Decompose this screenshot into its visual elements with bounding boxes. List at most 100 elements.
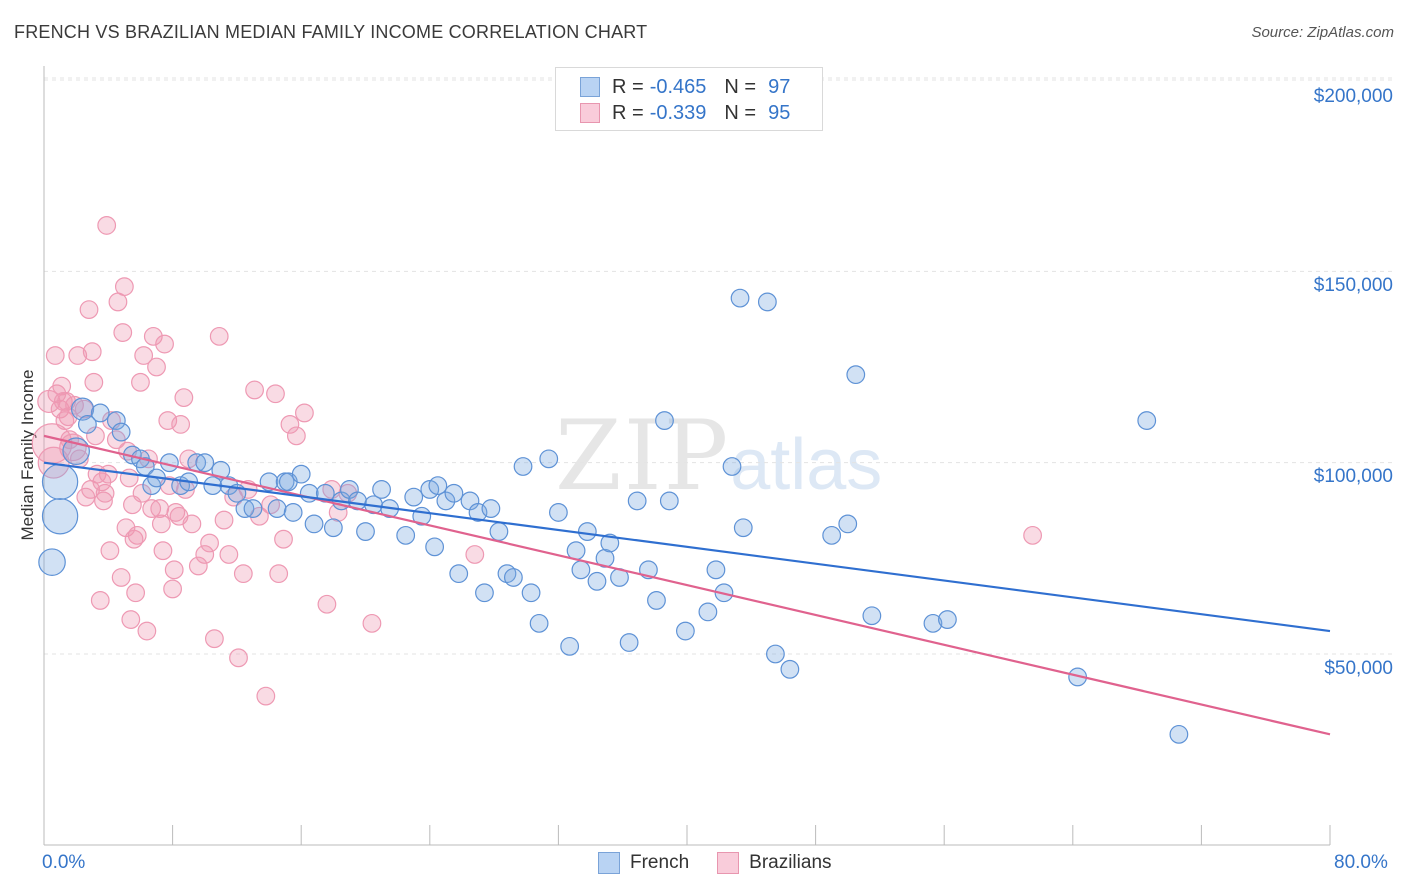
data-point xyxy=(846,365,866,385)
data-point xyxy=(733,518,753,538)
brazilian-trend-line xyxy=(43,434,1331,736)
data-point xyxy=(323,518,343,538)
data-point xyxy=(153,541,173,561)
data-point xyxy=(79,300,99,320)
data-point xyxy=(131,372,150,392)
data-point xyxy=(304,514,324,534)
stats-row-brazilians: R = -0.339 N = 95 xyxy=(580,101,790,125)
data-point xyxy=(214,510,234,530)
data-point xyxy=(286,426,306,446)
data-point xyxy=(121,610,141,629)
data-point xyxy=(111,422,131,442)
data-point xyxy=(229,648,248,668)
data-point xyxy=(475,583,494,603)
data-point xyxy=(659,491,679,511)
y-tick-label: $200,000 xyxy=(1313,86,1393,107)
x-tick-label-min: 0.0% xyxy=(42,852,86,873)
data-point xyxy=(269,564,289,584)
data-point xyxy=(92,472,112,492)
data-point xyxy=(722,457,742,476)
data-point xyxy=(362,613,382,633)
data-point xyxy=(822,525,842,545)
data-point xyxy=(647,591,666,610)
data-point xyxy=(52,376,72,396)
r-value: -0.465 xyxy=(649,75,707,98)
data-point xyxy=(182,514,202,534)
data-point xyxy=(142,499,162,518)
data-point xyxy=(444,483,464,503)
data-point xyxy=(155,334,174,354)
data-point xyxy=(95,483,115,503)
data-point xyxy=(267,499,287,518)
data-point xyxy=(521,583,541,603)
data-point xyxy=(627,491,647,511)
data-point xyxy=(274,529,293,549)
y-tick-label: $150,000 xyxy=(1313,275,1393,296)
data-point xyxy=(204,629,224,649)
data-point xyxy=(404,487,424,507)
data-point xyxy=(503,568,523,587)
data-point xyxy=(481,499,501,518)
data-point xyxy=(68,346,88,365)
data-point xyxy=(143,326,163,346)
y-tick-label: $50,000 xyxy=(1324,658,1393,679)
french-swatch xyxy=(598,852,620,874)
r-label: R = xyxy=(612,101,644,124)
data-point xyxy=(90,591,110,610)
data-point xyxy=(147,357,166,377)
brazilian-swatch xyxy=(717,852,740,874)
data-point xyxy=(730,288,750,308)
data-point xyxy=(137,621,157,641)
data-point xyxy=(38,548,66,576)
data-point xyxy=(195,453,215,473)
data-point xyxy=(356,522,375,541)
brazilian-swatch xyxy=(580,103,600,123)
data-point xyxy=(111,568,131,587)
data-point xyxy=(280,415,300,434)
r-value: -0.339 xyxy=(649,101,707,124)
data-point xyxy=(372,480,391,499)
data-point xyxy=(923,613,943,633)
n-value: 97 xyxy=(768,75,791,98)
data-point xyxy=(256,686,276,706)
stats-legend: R = -0.465 N = 97 R = -0.339 N = 95 xyxy=(555,67,823,131)
data-point xyxy=(45,346,65,365)
data-point xyxy=(98,464,118,484)
data-point xyxy=(465,545,485,564)
french-points xyxy=(38,288,1189,744)
chart-title: FRENCH VS BRAZILIAN MEDIAN FAMILY INCOME… xyxy=(14,22,648,42)
data-point xyxy=(529,613,549,633)
data-point xyxy=(489,522,509,541)
data-point xyxy=(245,380,264,400)
r-label: R = xyxy=(612,75,644,98)
data-point xyxy=(250,506,269,526)
legend-item-french[interactable]: French xyxy=(598,852,689,874)
legend-label: Brazilians xyxy=(749,852,832,873)
data-point xyxy=(619,633,639,652)
french-trend-line xyxy=(43,461,1331,633)
data-point xyxy=(78,415,97,434)
data-point xyxy=(549,503,568,522)
legend-label: French xyxy=(630,852,690,873)
legend-item-brazilians[interactable]: Brazilians xyxy=(717,852,832,874)
n-value: 95 xyxy=(768,101,791,124)
data-point xyxy=(70,397,95,421)
trend-lines xyxy=(43,434,1331,736)
source-label: Source: ZipAtlas.com xyxy=(1251,24,1394,41)
data-point xyxy=(132,483,152,503)
data-point xyxy=(126,583,146,603)
data-point xyxy=(577,522,597,541)
data-point xyxy=(82,342,102,362)
data-point xyxy=(114,277,134,297)
data-point xyxy=(587,571,607,591)
french-swatch xyxy=(580,77,600,97)
data-point xyxy=(1137,411,1157,430)
data-point xyxy=(65,395,84,415)
data-point xyxy=(41,463,79,500)
data-point xyxy=(706,560,726,580)
data-point xyxy=(163,579,183,599)
data-point xyxy=(449,564,469,584)
data-point xyxy=(106,411,126,430)
data-point xyxy=(675,621,695,641)
